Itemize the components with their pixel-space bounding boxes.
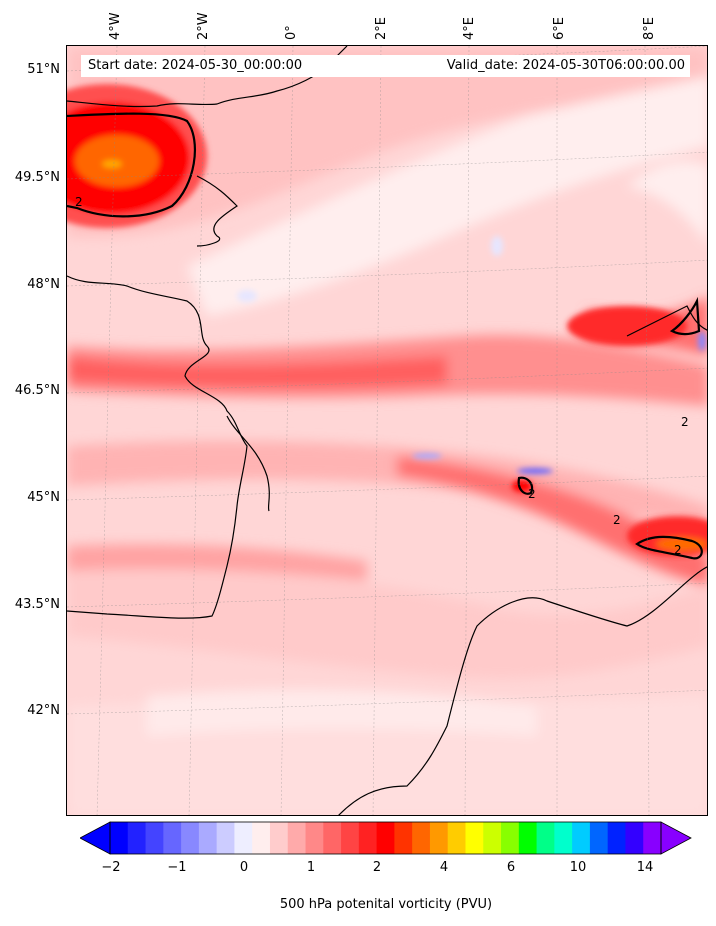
lon-label: 0° [284,25,299,40]
colorbar-cell [412,822,431,854]
lon-label: 4°W [108,12,123,40]
colorbar-cell [625,822,644,854]
colorbar-cell [163,822,182,854]
colorbar-cell [305,822,324,854]
colorbar-cell [181,822,200,854]
pv-maximum-alps [512,306,707,556]
date-info-box: Start date: 2024-05-30_00:00:00 Valid_da… [81,55,690,77]
colorbar-cell [110,822,129,854]
lat-label: 51°N [27,62,60,77]
colorbar-tick: 6 [506,860,516,875]
contour-label: 2 [613,513,621,527]
contour-label: 2 [528,487,536,501]
colorbar-cell [252,822,271,854]
lat-label: 48°N [27,277,60,292]
colorbar-label: 500 hPa potenital vorticity (PVU) [279,897,493,912]
pv-contour-labels: 2 2 2 2 2 [75,195,689,557]
colorbar-tick: −2 [101,860,121,875]
colorbar-cell [429,822,449,854]
pv-negative-patches [237,236,706,474]
colorbar-cell [394,822,413,854]
lon-label: 8°E [642,17,657,40]
colorbar-cell [483,822,502,854]
colorbar-cell [447,822,466,854]
colorbar-cell [341,822,360,854]
colorbar-cell [643,822,662,854]
colorbar-cell [145,822,164,854]
colorbar-tick: 2 [372,860,382,875]
lon-label: 2°W [196,12,211,40]
lon-label: 2°E [374,17,389,40]
valid-date: Valid_date: 2024-05-30T06:00:00.00 [446,58,685,73]
colorbar-cells [110,822,662,854]
colorbar-tick: 1 [306,860,316,875]
colorbar-cell [269,822,289,854]
colorbar-tick: 10 [569,860,587,875]
colorbar-cell [501,822,520,854]
contour-label: 2 [674,543,682,557]
lat-label: 45°N [27,490,60,505]
colorbar-tick: 14 [636,860,654,875]
colorbar-cell [465,822,484,854]
colorbar-cell [554,822,573,854]
start-date: Start date: 2024-05-30_00:00:00 [88,58,303,73]
colorbar-cell [127,822,147,854]
lat-label: 46.5°N [14,383,60,398]
pv-maximum-nw [67,84,207,228]
colorbar-cell [287,822,307,854]
colorbar-cell [234,822,253,854]
colorbar-min-arrow [80,821,111,855]
colorbar-tick: 4 [439,860,449,875]
lat-label: 49.5°N [14,170,60,185]
pv-filled-contours [67,46,707,815]
contour-label: 2 [75,195,83,209]
colorbar-max-arrow [660,821,692,855]
lon-label: 6°E [552,17,567,40]
colorbar-cell [216,822,235,854]
colorbar-cell [323,822,342,854]
contour-label: 2 [681,415,689,429]
graticule [67,46,707,815]
lat-label: 43.5°N [14,597,60,612]
colorbar [80,821,692,855]
lat-label: 42°N [27,703,60,718]
colorbar-outline [109,821,662,855]
colorbar-cell [589,822,609,854]
colorbar-tick: 0 [239,860,249,875]
coastlines [67,46,707,815]
colorbar-cell [198,822,218,854]
colorbar-cell [572,822,591,854]
lon-label: 4°E [462,17,477,40]
colorbar-tick: −1 [167,860,187,875]
colorbar-cell [518,822,538,854]
pv-field-map: 2 2 2 2 2 [67,46,707,815]
colorbar-cell [607,822,626,854]
colorbar-cell [536,822,555,854]
colorbar-cell [376,822,395,854]
pv-2-contours [67,112,703,560]
colorbar-cell [358,822,378,854]
map-panel: 2 2 2 2 2 [66,45,708,816]
